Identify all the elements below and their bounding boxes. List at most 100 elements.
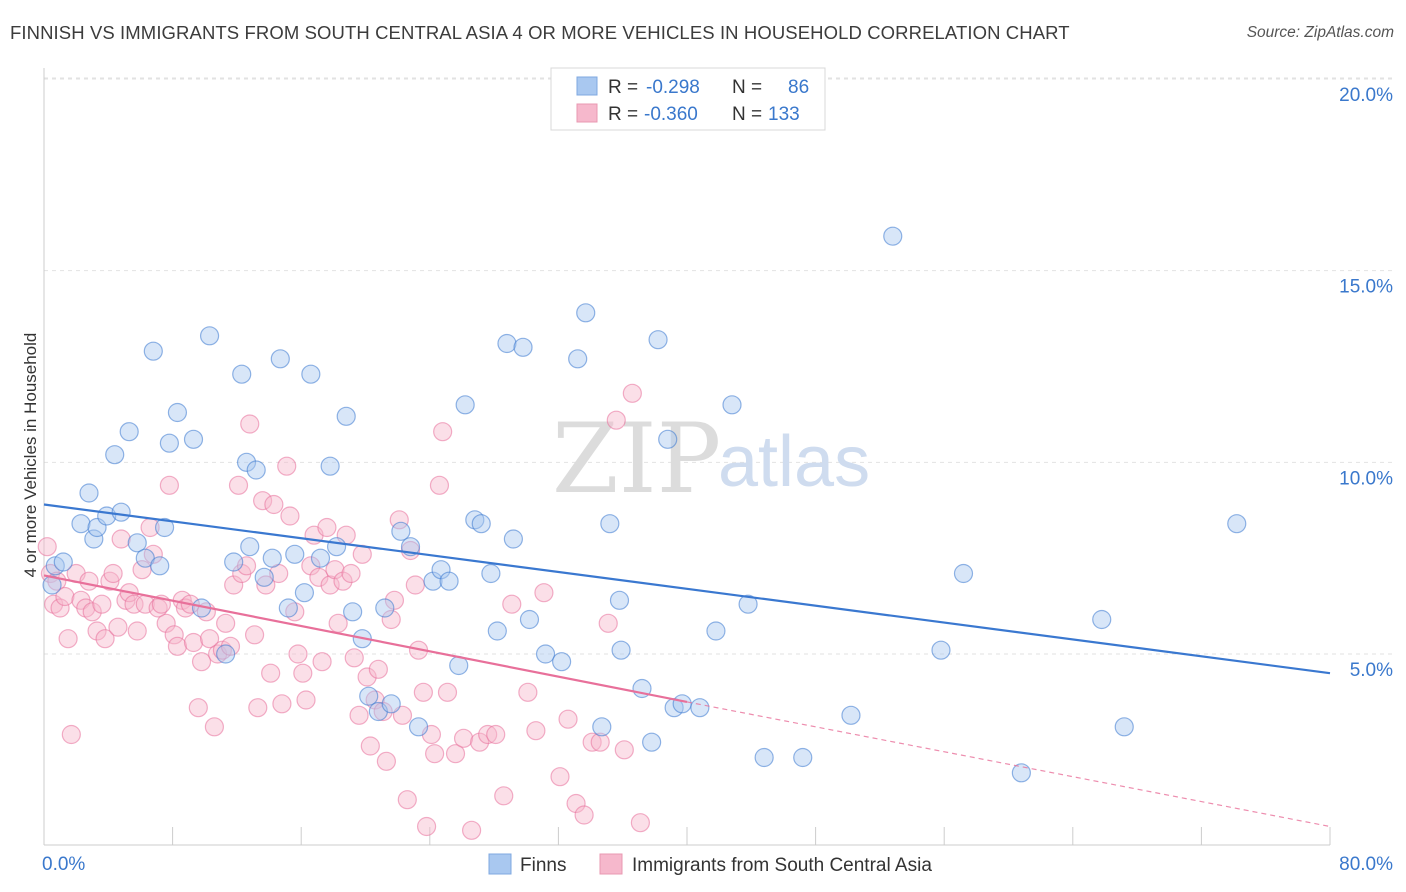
data-point-immigrants [164, 625, 184, 645]
data-point-immigrants [248, 698, 268, 718]
data-point-immigrants [416, 816, 437, 837]
data-point-immigrants [526, 721, 546, 741]
data-point-immigrants [328, 613, 348, 633]
data-point-finns [648, 330, 668, 350]
data-point-finns [592, 717, 612, 737]
data-point-finns [105, 445, 125, 465]
data-point-immigrants [433, 422, 453, 442]
data-point-immigrants [582, 732, 602, 752]
data-point-finns [154, 517, 175, 538]
data-point-finns [513, 337, 533, 357]
bottom-legend-label-immigrants: Immigrants from South Central Asia [632, 855, 932, 876]
data-point-finns [143, 341, 163, 361]
data-point-immigrants [100, 571, 120, 591]
data-point-immigrants [159, 475, 179, 495]
data-point-immigrants [373, 701, 393, 722]
data-point-finns [487, 621, 507, 641]
data-point-immigrants [384, 590, 405, 610]
data-point-immigrants [277, 456, 297, 476]
data-point-finns [278, 598, 298, 618]
legend-r-value-finns: -0.298 [646, 77, 700, 98]
data-point-finns [246, 460, 266, 480]
data-point-immigrants [349, 705, 369, 725]
data-point-immigrants [253, 491, 273, 511]
watermark-zip: ZIP [552, 403, 721, 515]
trend-lines [43, 503, 1331, 828]
series-immigrants-points [37, 383, 650, 840]
data-point-finns [609, 590, 630, 610]
data-point-immigrants [272, 694, 292, 714]
data-point-immigrants [108, 617, 128, 637]
y-tick-label: 5.0% [1350, 660, 1393, 681]
chart-title: FINNISH VS IMMIGRANTS FROM SOUTH CENTRAL… [10, 22, 1070, 43]
data-point-immigrants [486, 724, 506, 745]
data-point-finns [455, 395, 475, 415]
watermark: ZIP atlas [552, 403, 870, 515]
data-point-finns [931, 640, 951, 660]
data-point-finns [1011, 763, 1031, 783]
data-point-finns [127, 533, 147, 553]
data-point-immigrants [344, 648, 364, 668]
data-point-immigrants [470, 732, 490, 752]
data-point-finns [552, 652, 572, 672]
bottom-legend-swatch-immigrants [599, 853, 623, 875]
source-label: Source: ZipAtlas.com [1246, 24, 1394, 41]
data-point-immigrants [461, 820, 482, 840]
data-point-immigrants [309, 567, 329, 587]
data-point-immigrants [55, 586, 75, 607]
data-point-immigrants [216, 613, 236, 633]
data-point-immigrants [191, 652, 212, 672]
data-point-finns [240, 537, 260, 557]
data-point-finns [262, 548, 282, 568]
data-point-finns [1114, 717, 1134, 737]
data-point-finns [310, 548, 331, 568]
data-point-finns [481, 563, 501, 584]
data-point-finns [953, 563, 974, 584]
data-point-immigrants [518, 682, 538, 702]
data-point-immigrants [320, 575, 340, 595]
y-tick-labels: 5.0% 10.0% 15.0% 20.0% [1339, 85, 1393, 681]
data-point-immigrants [236, 556, 257, 576]
data-point-immigrants [79, 571, 99, 591]
data-point-immigrants [111, 529, 131, 549]
data-point-immigrants [317, 517, 337, 538]
legend-n-label-finns: N = [732, 77, 762, 98]
data-point-immigrants [550, 767, 570, 787]
watermark-atlas: atlas [718, 422, 870, 502]
data-point-immigrants [95, 629, 115, 649]
data-point-immigrants [244, 625, 265, 645]
axes [43, 68, 1331, 846]
data-point-immigrants [256, 575, 276, 595]
data-point-immigrants [240, 414, 260, 434]
data-point-immigrants [156, 613, 176, 633]
legend-r-value-immigrants: -0.360 [644, 104, 698, 125]
y-tick-label: 20.0% [1339, 85, 1393, 106]
data-point-finns [159, 433, 179, 453]
data-point-immigrants [37, 537, 57, 557]
data-point-finns [576, 303, 596, 323]
data-point-immigrants [293, 663, 313, 683]
data-point-immigrants [392, 705, 413, 725]
data-point-finns [439, 571, 459, 591]
data-point-finns [301, 364, 321, 384]
data-point-immigrants [360, 736, 380, 756]
data-point-immigrants [124, 594, 144, 614]
data-point-immigrants [453, 728, 474, 748]
data-point-finns [167, 402, 188, 423]
data-point-finns [642, 732, 662, 752]
data-point-immigrants [92, 594, 112, 614]
data-point-immigrants [341, 563, 361, 584]
data-point-finns [431, 560, 451, 580]
data-point-immigrants [103, 563, 123, 584]
data-point-finns [706, 621, 726, 641]
data-point-finns [320, 456, 340, 476]
data-point-immigrants [368, 659, 388, 679]
data-point-immigrants [376, 751, 396, 771]
legend-box: R = -0.298 N = 86 R = -0.360 N = 133 [550, 67, 826, 131]
data-point-finns [53, 552, 73, 572]
data-point-immigrants [494, 786, 514, 806]
data-point-finns [497, 333, 517, 354]
data-point-finns [254, 567, 274, 587]
data-point-immigrants [82, 602, 102, 622]
data-point-immigrants [228, 475, 249, 495]
